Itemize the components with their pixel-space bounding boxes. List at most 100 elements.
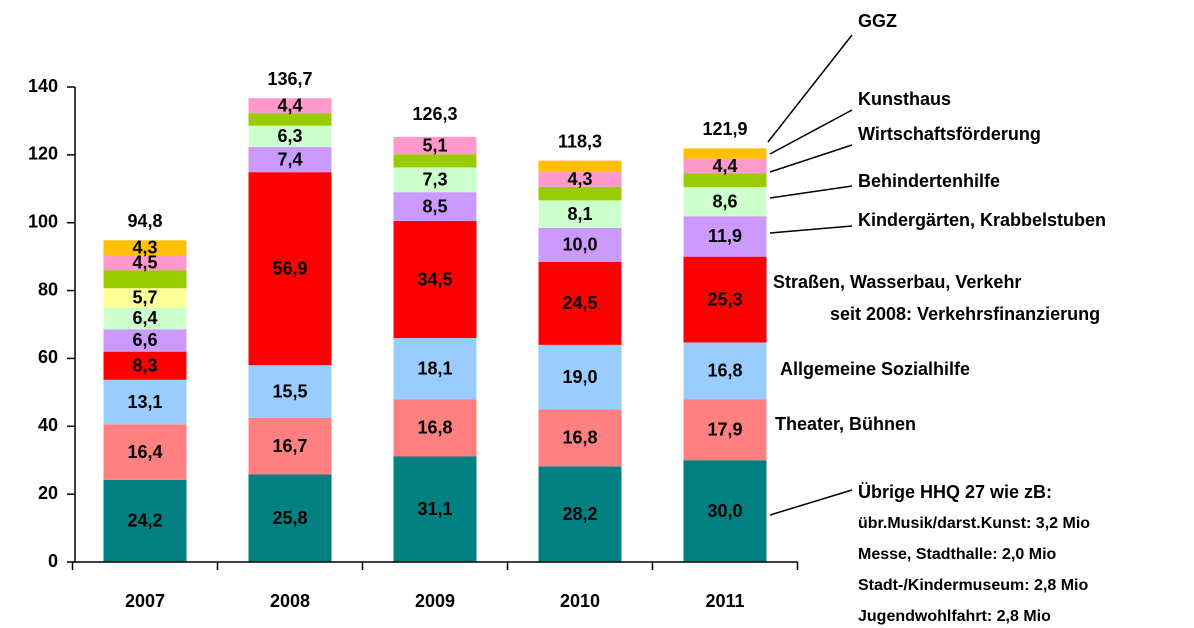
data-label: 25,8 (272, 508, 307, 528)
legend-note: Jugendwohlfahrt: 2,8 Mio (858, 608, 1051, 625)
leader-line (769, 489, 853, 516)
data-label: 6,3 (277, 126, 302, 146)
bar-segment (538, 466, 622, 562)
data-label: 5,1 (422, 135, 447, 155)
legend-note: seit 2008: Verkehrsfinanzierung (830, 304, 1100, 324)
x-tick-label: 2009 (415, 591, 455, 611)
bar-segment (393, 399, 477, 457)
data-label: 34,5 (417, 269, 452, 289)
data-label: 8,5 (422, 196, 447, 216)
y-tick-label: 120 (28, 144, 58, 164)
bar-segment (248, 98, 332, 114)
x-tick-label: 2007 (125, 591, 165, 611)
bar-segment (103, 351, 187, 380)
data-label: 7,3 (422, 170, 447, 190)
y-tick-label: 140 (28, 76, 58, 96)
bar-segment (248, 365, 332, 418)
bar-segment (248, 125, 332, 148)
bar-segment (538, 227, 622, 262)
legend-label: GGZ (858, 11, 897, 31)
leader-line (769, 144, 853, 173)
bar-segment (393, 167, 477, 193)
data-label: 5,7 (132, 288, 157, 308)
legend-label: Behindertenhilfe (858, 171, 1000, 191)
bar-segment (103, 329, 187, 352)
data-label: 18,1 (417, 359, 452, 379)
bar-segment (683, 342, 767, 400)
x-tick-label: 2010 (560, 591, 600, 611)
y-tick-label: 20 (38, 483, 58, 503)
data-label: 16,7 (272, 436, 307, 456)
data-label: 13,1 (127, 392, 162, 412)
bar-segment (103, 288, 187, 308)
bar-segment (538, 160, 622, 173)
y-tick-label: 80 (38, 279, 58, 299)
data-label: 30,0 (707, 501, 742, 521)
bar-segment (103, 424, 187, 480)
bar-segment (248, 417, 332, 475)
bar-segment (683, 256, 767, 343)
data-label: 11,9 (708, 226, 742, 246)
bar-segment (248, 113, 332, 126)
total-label: 94,8 (127, 211, 162, 231)
data-label: 7,4 (277, 149, 302, 169)
leader-line (767, 34, 853, 143)
bar-segment (103, 240, 187, 255)
legend-note: Messe, Stadthalle: 2,0 Mio (858, 546, 1057, 563)
data-label: 16,8 (417, 418, 452, 438)
legend-note: übr.Musik/darst.Kunst: 3,2 Mio (858, 515, 1090, 532)
bar-segment (538, 344, 622, 410)
bar-segment (683, 148, 767, 159)
data-label: 4,3 (132, 237, 157, 257)
bar-segment (248, 474, 332, 562)
bar-segment (538, 172, 622, 187)
data-label: 8,6 (712, 191, 737, 211)
legend-label: Übrige HHQ 27 wie zB: (858, 482, 1052, 502)
data-label: 25,3 (707, 289, 742, 309)
legend-label: Allgemeine Sozialhilfe (780, 359, 970, 379)
bar-segment (393, 192, 477, 222)
y-tick-label: 60 (38, 347, 58, 367)
bar-segment (103, 307, 187, 330)
data-label: 15,5 (272, 381, 307, 401)
leader-line (769, 185, 853, 199)
data-label: 4,3 (567, 169, 592, 189)
data-label: 17,9 (707, 420, 742, 440)
total-label: 121,9 (702, 119, 747, 139)
bar-segment (103, 270, 187, 289)
bar-segment (393, 338, 477, 400)
data-label: 6,4 (132, 308, 157, 328)
bar-segment (248, 172, 332, 366)
bar-segment (393, 136, 477, 155)
leader-line (769, 109, 853, 155)
bar-segment (393, 221, 477, 339)
data-label: 8,3 (132, 355, 157, 375)
legend-label: Kunsthaus (858, 89, 951, 109)
data-label: 31,1 (417, 499, 452, 519)
bar-segment (538, 409, 622, 467)
data-label: 16,8 (707, 361, 742, 381)
data-label: 4,5 (132, 252, 157, 272)
y-tick-label: 0 (48, 551, 58, 571)
leader-line (769, 225, 853, 234)
total-label: 136,7 (267, 69, 312, 89)
bar-segment (683, 460, 767, 562)
bar-segment (103, 379, 187, 425)
legend-label: Theater, Bühnen (775, 414, 916, 434)
data-label: 24,2 (127, 511, 162, 531)
bar-segment (683, 399, 767, 461)
legend-label: Wirtschaftsförderung (858, 124, 1041, 144)
data-label: 16,4 (127, 442, 162, 462)
bar-segment (683, 158, 767, 174)
total-label: 118,3 (558, 131, 602, 151)
data-label: 28,2 (562, 504, 597, 524)
bar-segment (393, 456, 477, 562)
x-tick-label: 2011 (705, 591, 744, 611)
legend-label: Kindergärten, Krabbelstuben (858, 210, 1106, 230)
bar-segment (683, 187, 767, 217)
bar-segment (248, 147, 332, 173)
data-label: 6,6 (132, 330, 157, 350)
data-label: 19,0 (562, 367, 597, 387)
bar-segment (103, 254, 187, 271)
